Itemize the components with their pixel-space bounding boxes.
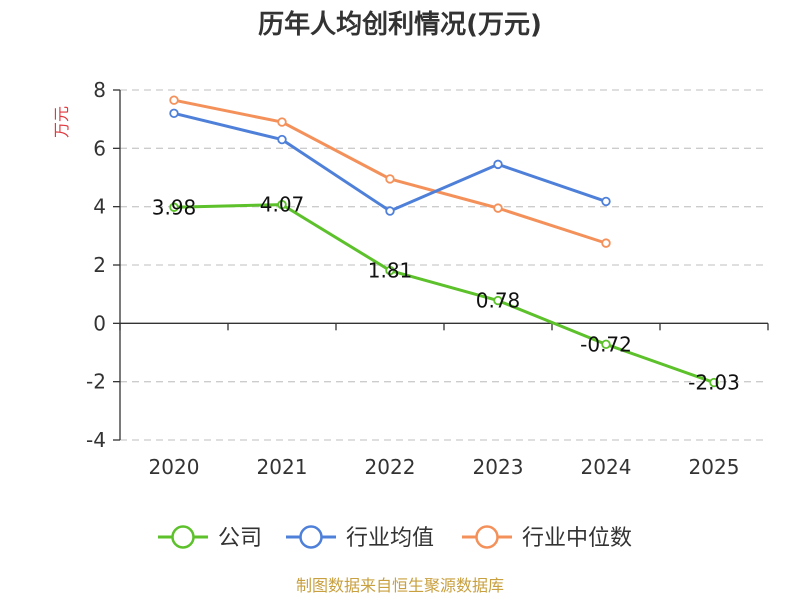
data-label: 3.98 [152,195,197,219]
legend-marker [299,525,323,549]
legend-label: 行业均值 [346,526,434,551]
data-labels: 3.98 4.07 1.81 0.78 -0.72 -2.03 [152,193,740,395]
axes: 8 6 4 2 0 -2 -4 2020 2021 2022 2023 2024 2025 [86,78,769,479]
x-tick-label: 2024 [581,455,632,479]
data-point[interactable] [493,203,503,213]
x-tick-label: 2020 [149,455,200,479]
y-tick-label: -2 [86,370,106,394]
y-tick-label: 4 [93,195,106,219]
series-line [173,98,607,245]
data-label: 1.81 [368,259,413,283]
y-tick-label: 0 [93,311,106,335]
source-note: 制图数据来自恒生聚源数据库 [296,576,504,595]
data-point[interactable] [169,108,179,119]
legend[interactable]: 公司 行业均值 行业中位数 [158,525,632,551]
data-point[interactable] [601,339,611,350]
data-point[interactable] [385,206,395,216]
x-tick-label: 2021 [257,455,308,479]
data-label: -0.72 [580,332,632,356]
legend-item[interactable]: 公司 [158,525,262,551]
series-line [173,203,715,384]
x-tick-label: 2025 [689,455,740,479]
data-point[interactable] [277,199,287,210]
data-label: -2.03 [688,371,740,395]
data-label: 4.07 [260,193,305,217]
x-tick-label: 2023 [473,455,524,479]
chart-title: 历年人均创利情况(万元) [258,9,542,40]
data-point[interactable] [169,202,179,212]
grid-lines [120,89,768,441]
y-tick-label: 8 [93,78,106,102]
legend-marker [171,525,195,549]
data-point[interactable] [709,377,719,388]
data-point[interactable] [277,117,287,127]
data-point[interactable] [493,159,503,170]
series-layer [169,95,719,388]
legend-item[interactable]: 行业均值 [286,525,434,551]
data-point[interactable] [385,174,395,184]
y-tick-label: -4 [86,428,106,452]
y-tick-label: 2 [93,253,106,277]
data-point[interactable] [277,134,287,145]
legend-marker [475,525,499,549]
legend-item[interactable]: 行业中位数 [462,525,632,551]
data-label: 0.78 [476,289,521,313]
y-axis-label: 万元 [52,106,71,138]
data-point[interactable] [601,238,611,248]
y-tick-label: 6 [93,136,106,160]
series-line [173,111,607,213]
data-point[interactable] [169,95,179,105]
x-tick-label: 2022 [365,455,416,479]
data-point[interactable] [601,196,611,207]
data-point[interactable] [385,265,395,276]
legend-label: 行业中位数 [522,526,632,551]
legend-label: 公司 [218,526,262,551]
data-point[interactable] [493,295,503,306]
